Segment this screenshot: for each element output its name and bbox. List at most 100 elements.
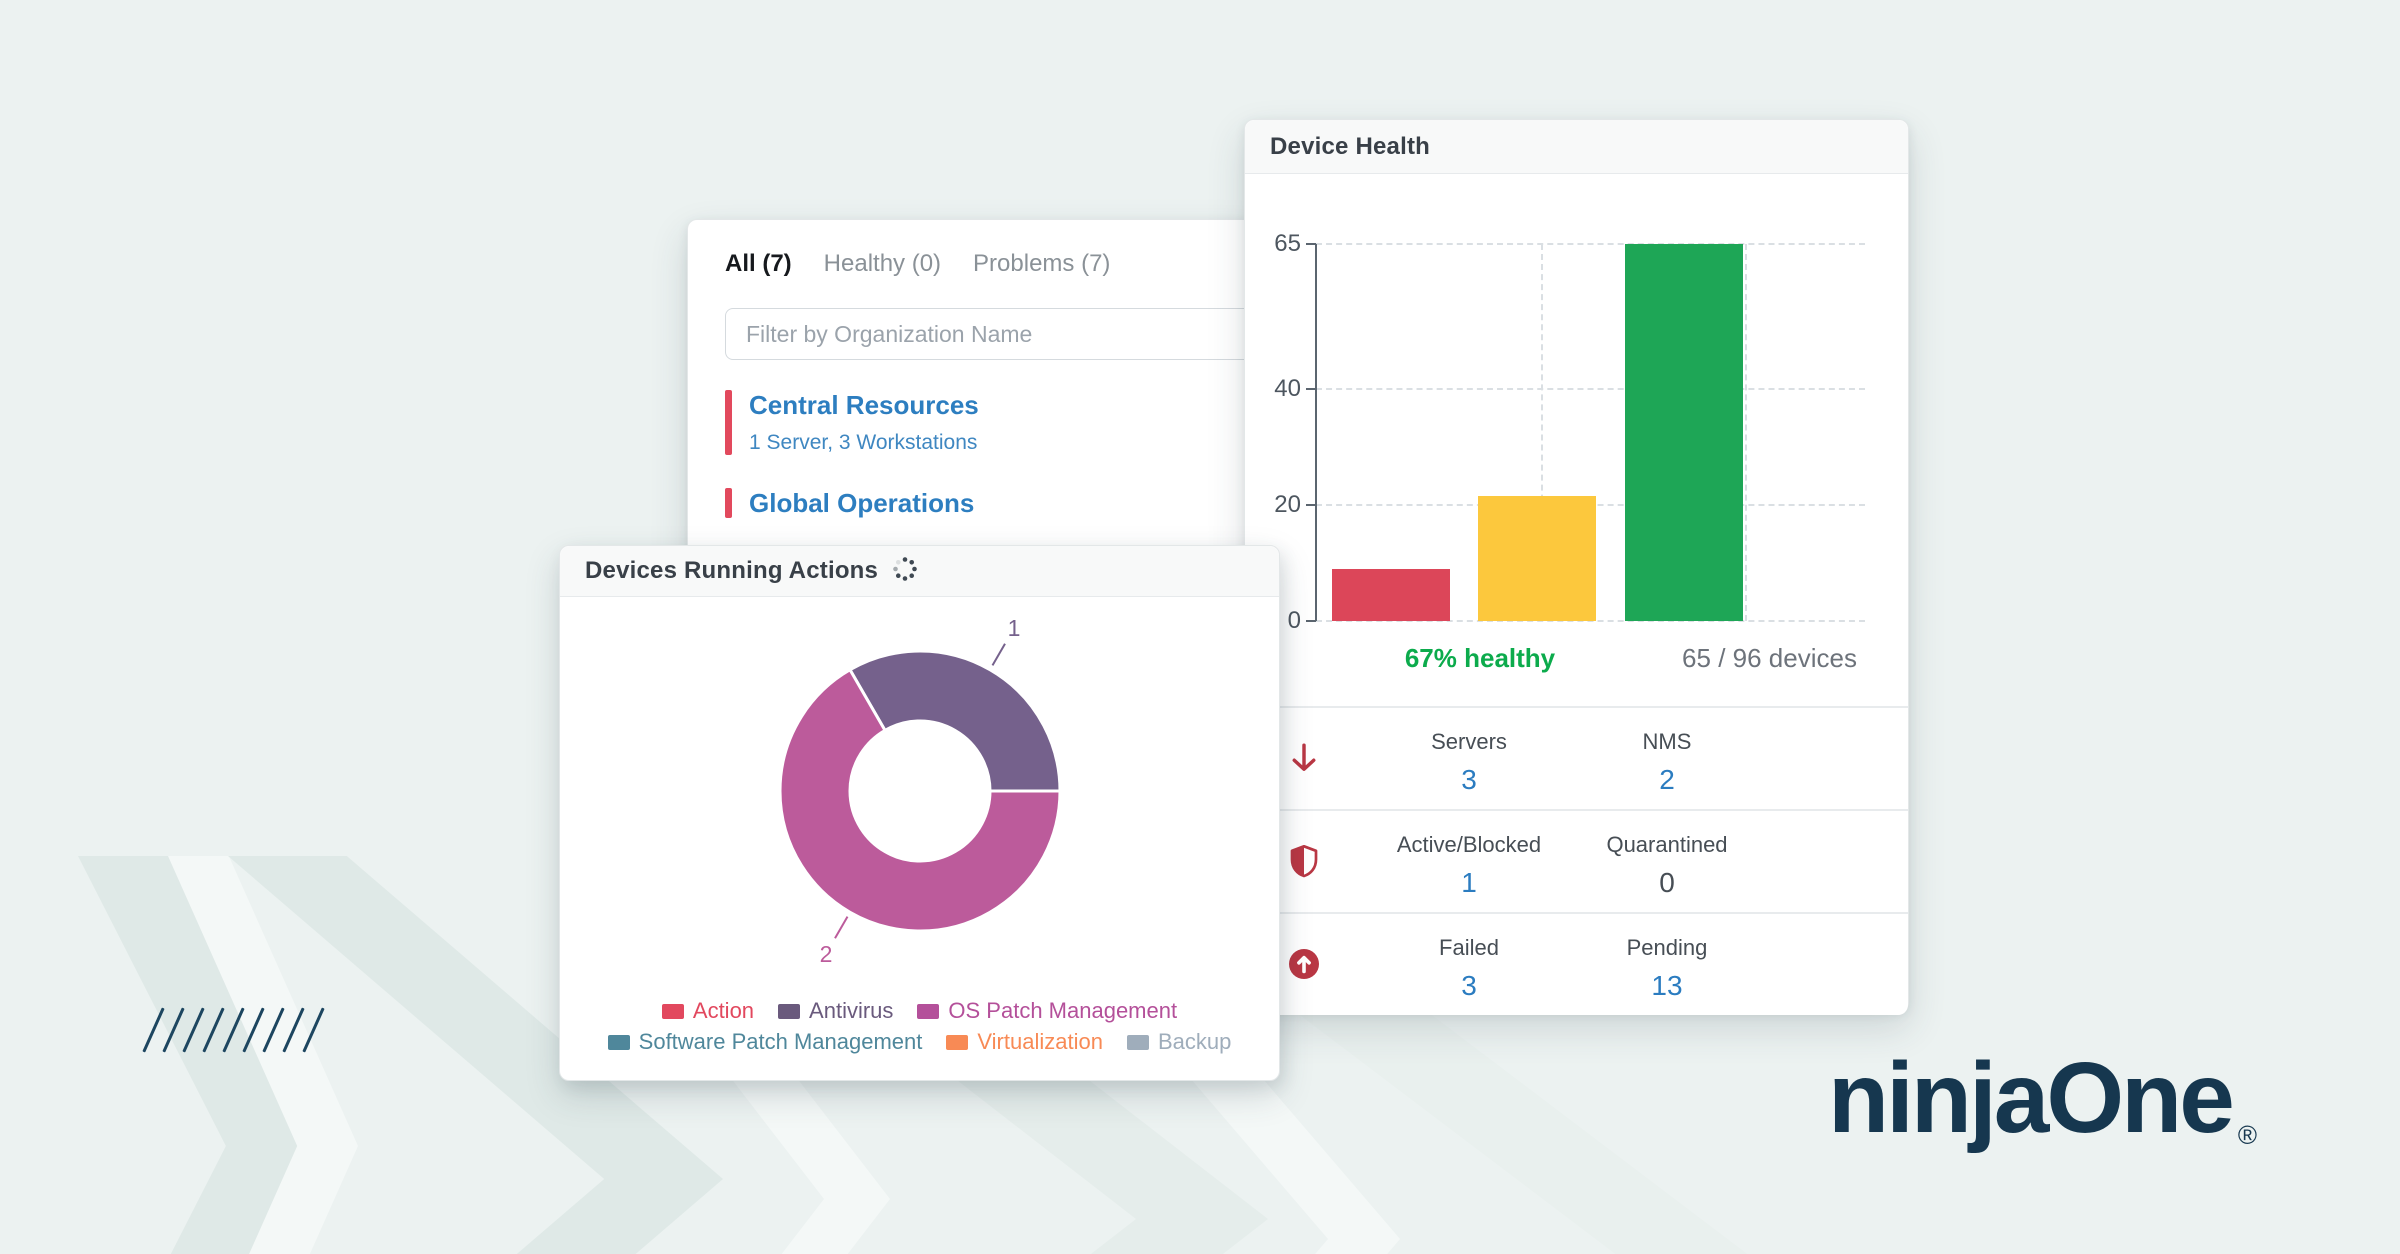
y-axis-tick [1306, 388, 1316, 390]
gridline-vertical [1745, 244, 1747, 621]
donut-slice-os-patch-management[interactable] [778, 668, 1062, 933]
legend-label: Backup [1157, 1029, 1232, 1054]
legend-item-action[interactable]: Action [661, 998, 755, 1024]
org-status-bar [725, 390, 732, 455]
legend-item-antivirus[interactable]: Antivirus [778, 998, 893, 1024]
gridline-horizontal [1316, 620, 1865, 622]
legend-item-virtualization[interactable]: Virtualization [946, 1029, 1103, 1055]
device-health-stat-row: Active/Blocked 1 Quarantined 0 [1245, 809, 1908, 912]
spinner-icon [891, 555, 919, 588]
y-axis-tick [1306, 620, 1316, 622]
gridline-horizontal [1316, 388, 1865, 390]
legend-label: Software Patch Management [638, 1029, 923, 1054]
healthy-percentage-label: 67% healthy [1404, 643, 1556, 673]
stat-label: Failed [1439, 935, 1499, 960]
legend-item-os-patch-management[interactable]: OS Patch Management [917, 998, 1177, 1024]
stat-value-link[interactable]: 2 [1659, 764, 1675, 795]
stat-servers: Servers 3 [1369, 729, 1569, 796]
donut-callout-line [834, 916, 849, 939]
gridline-vertical [1541, 244, 1543, 621]
stat-value-link: 0 [1659, 867, 1675, 898]
donut-callout-line [991, 643, 1006, 666]
stat-failed: Failed 3 [1369, 935, 1569, 1002]
y-axis-tick-label: 20 [1274, 491, 1301, 518]
legend-label: OS Patch Management [948, 998, 1178, 1023]
org-list-item[interactable]: Global Operations [725, 488, 1268, 518]
org-text: Central Resources 1 Server, 3 Workstation… [749, 390, 979, 455]
donut-legend: Action Antivirus OS Patch Management Softwa… [560, 998, 1279, 1055]
device-health-stat-row: Failed 3 Pending 13 [1245, 912, 1908, 1015]
y-axis-line [1315, 244, 1317, 621]
shield-icon [1286, 843, 1322, 879]
legend-swatch [778, 1003, 801, 1019]
arrow-down-icon [1286, 740, 1322, 776]
org-device-summary: 1 Server, 3 Workstations [749, 431, 978, 454]
device-health-stat-row: Servers 3 NMS 2 [1245, 706, 1908, 809]
bar-healthy [1625, 244, 1743, 621]
stat-label: Quarantined [1606, 832, 1728, 857]
tab-all[interactable]: All (7) [725, 250, 792, 277]
stat-label: Active/Blocked [1396, 832, 1542, 857]
slash-marks-decoration [142, 1006, 325, 1054]
stat-value-link[interactable]: 1 [1461, 867, 1477, 898]
bar-unhealthy [1332, 568, 1450, 621]
org-name-link[interactable]: Global Operations [749, 488, 975, 518]
filter-organization-input[interactable] [725, 308, 1253, 360]
device-health-header: Device Health [1245, 120, 1908, 174]
device-health-summary: 67% healthy 65 / 96 devices [1245, 643, 1908, 675]
donut-slice-antivirus[interactable] [848, 649, 1062, 793]
org-filter [725, 308, 1268, 360]
bar-needs-attention [1478, 496, 1596, 621]
legend-swatch [917, 1003, 940, 1019]
donut-slice-value-label: 2 [820, 941, 833, 967]
y-axis-tick-label: 65 [1274, 230, 1301, 257]
stat-active-blocked: Active/Blocked 1 [1369, 832, 1569, 899]
legend-item-software-patch-management[interactable]: Software Patch Management [607, 1029, 923, 1055]
devices-running-actions-header: Devices Running Actions [560, 546, 1279, 597]
donut-slice-value-label: 1 [1008, 615, 1021, 641]
stat-value-link[interactable]: 13 [1651, 970, 1683, 1001]
legend-label: Virtualization [977, 1029, 1103, 1054]
legend-swatch [946, 1034, 969, 1050]
device-health-stats: Servers 3 NMS 2 Active/Blocked 1 Quarantined 0 F… [1245, 706, 1908, 1015]
y-axis-tick [1306, 243, 1316, 245]
devices-actions-donut-chart: 12 [778, 615, 1062, 967]
legend-item-backup[interactable]: Backup [1126, 1029, 1232, 1055]
gridline-horizontal [1316, 243, 1865, 245]
stat-label: Servers [1431, 729, 1507, 754]
ninjaone-logo-text: ninjaOne [1828, 1042, 2235, 1154]
org-name-link[interactable]: Central Resources [749, 390, 979, 420]
stat-label: Pending [1626, 935, 1708, 960]
legend-swatch [607, 1034, 630, 1050]
y-axis-tick-label: 0 [1287, 607, 1301, 634]
stat-value-link[interactable]: 3 [1461, 764, 1477, 795]
legend-row: Action Antivirus OS Patch Management [661, 998, 1177, 1024]
org-tabs: All (7) Healthy (0) Problems (7) [725, 250, 1268, 278]
legend-swatch [1126, 1034, 1149, 1050]
devices-running-actions-title: Devices Running Actions [585, 557, 879, 584]
org-list: Central Resources 1 Server, 3 Workstation… [725, 390, 1268, 518]
legend-row: Software Patch Management Virtualization B… [607, 1029, 1232, 1055]
org-status-bar [725, 488, 732, 518]
stat-label: NMS [1642, 729, 1692, 754]
legend-swatch [661, 1003, 684, 1019]
legend-label: Antivirus [809, 998, 894, 1023]
ninjaone-logo: ninjaOne ® [1828, 1048, 2257, 1151]
tab-healthy[interactable]: Healthy (0) [823, 250, 942, 277]
tab-problems[interactable]: Problems (7) [973, 250, 1111, 277]
org-list-item[interactable]: Central Resources 1 Server, 3 Workstation… [725, 390, 1268, 455]
stat-value-link[interactable]: 3 [1461, 970, 1477, 1001]
stat-quarantined: Quarantined 0 [1567, 832, 1767, 899]
org-text: Global Operations [749, 488, 974, 518]
arrow-up-circle-icon [1286, 946, 1322, 982]
registered-trademark-icon: ® [2237, 1120, 2258, 1150]
device-health-panel: Device Health 0 20 40 65 67% healthy 65 / 9… [1244, 119, 1909, 1015]
device-count-label: 65 / 96 devices [1682, 643, 1857, 673]
legend-label: Action [692, 998, 755, 1023]
y-axis-tick-label: 40 [1274, 375, 1301, 402]
y-axis-tick [1306, 504, 1316, 506]
device-health-title: Device Health [1270, 132, 1431, 160]
stat-pending: Pending 13 [1567, 935, 1767, 1002]
